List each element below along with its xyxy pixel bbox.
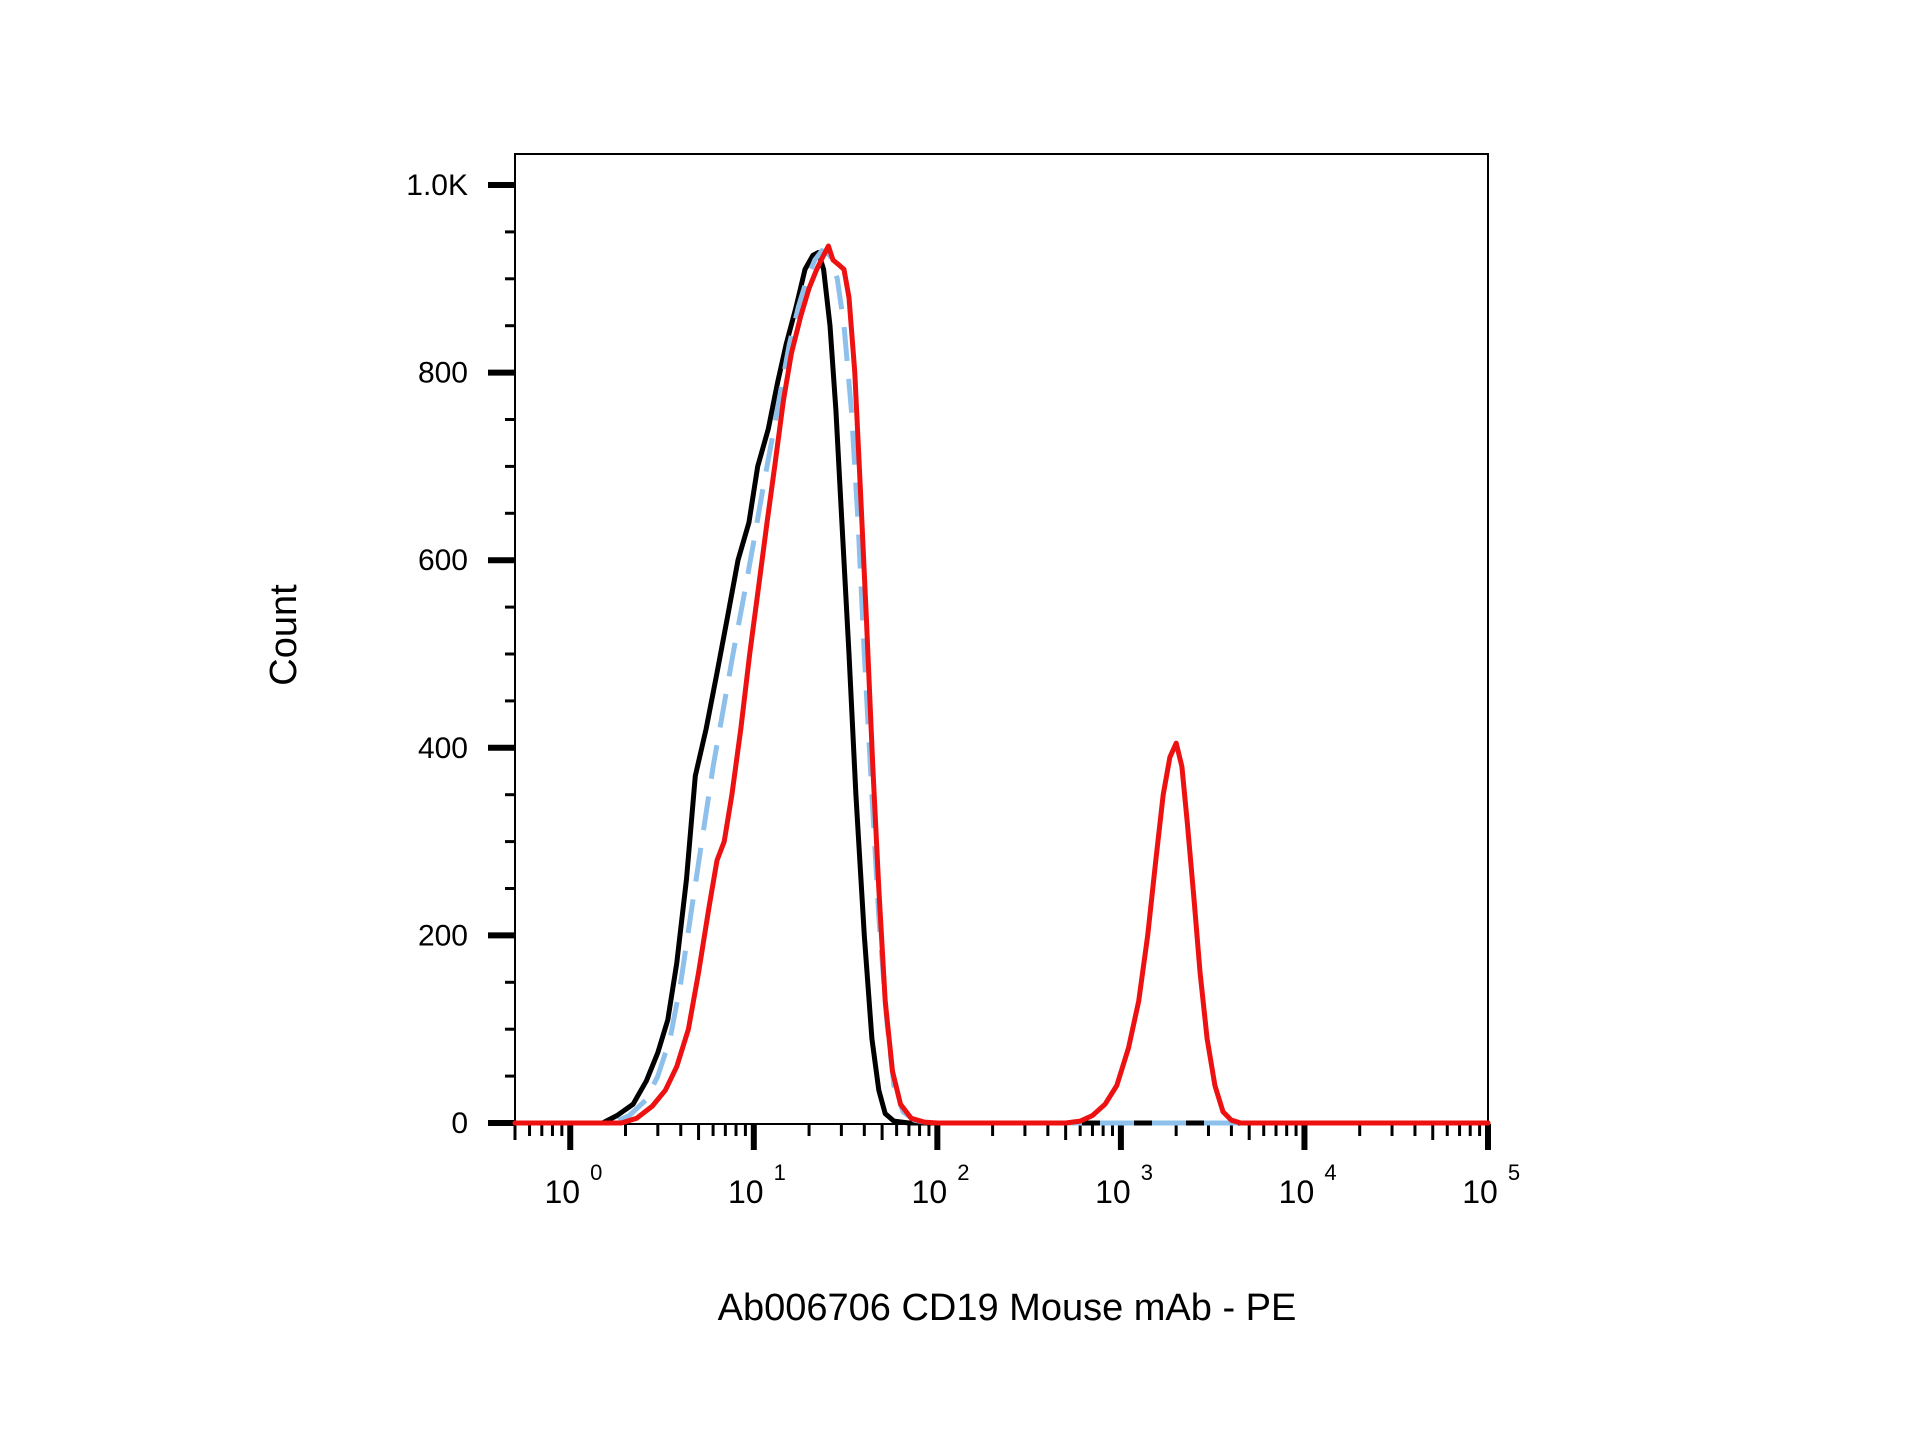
- y-tick-label: 0: [451, 1107, 468, 1140]
- histogram-series-2: [515, 248, 1488, 1126]
- y-axis-label: Count: [263, 584, 305, 686]
- x-tick-exponent: 4: [1324, 1160, 1336, 1185]
- x-tick-label: 10: [728, 1174, 764, 1210]
- x-tick-exponent: 1: [774, 1160, 786, 1185]
- x-axis-label: Ab006706 CD19 Mouse mAb - PE: [718, 1287, 1297, 1329]
- x-tick-label: 10: [1462, 1174, 1498, 1210]
- y-tick-label: 400: [418, 732, 468, 765]
- x-tick-exponent: 2: [957, 1160, 969, 1185]
- y-axis: 0 200 400 600 800 1.0K: [406, 169, 515, 1140]
- x-tick-label: 10: [1279, 1174, 1315, 1210]
- x-tick-exponent: 5: [1508, 1160, 1520, 1185]
- x-axis: 10 0 10 1 10 2 10 3 10 4 10 5: [513, 1124, 1520, 1210]
- y-tick-label: 800: [418, 357, 468, 390]
- series-layer: [512, 243, 1491, 1126]
- histogram-series-3: [512, 243, 1491, 1126]
- plot-frame: [514, 153, 1489, 1125]
- y-tick-label: 200: [418, 919, 468, 952]
- x-tick-label: 10: [544, 1174, 580, 1210]
- x-tick-exponent: 0: [590, 1160, 602, 1185]
- y-tick-label: 1.0K: [406, 169, 468, 202]
- x-tick-label: 10: [912, 1174, 948, 1210]
- x-tick-label: 10: [1095, 1174, 1131, 1210]
- histogram-series-1: [512, 250, 1491, 1126]
- y-tick-label: 600: [418, 544, 468, 577]
- x-tick-exponent: 3: [1141, 1160, 1153, 1185]
